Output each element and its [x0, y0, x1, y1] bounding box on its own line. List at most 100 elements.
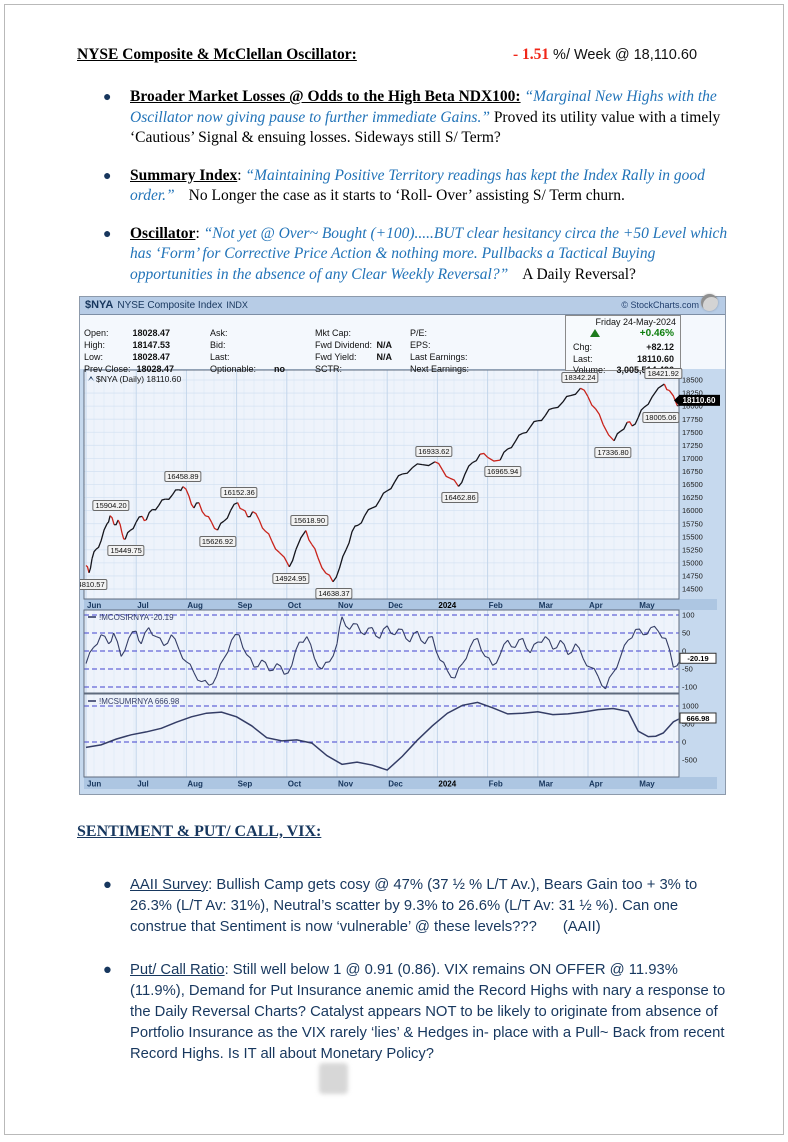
- svg-text:May: May: [639, 780, 655, 789]
- bullet-icon: ●: [103, 90, 112, 105]
- svg-text:15000: 15000: [682, 558, 703, 567]
- svg-text:Sep: Sep: [238, 601, 253, 610]
- stockcharts-credit: © StockCharts.com: [621, 300, 699, 310]
- bullet-oscillator: ● Oscillator: “Not yet @ Over~ Bought (+1…: [73, 224, 729, 286]
- svg-text:!MCSUMRNYA 666.98: !MCSUMRNYA 666.98: [99, 697, 180, 706]
- svg-text:-50: -50: [682, 665, 693, 674]
- price-annotation: 15626.92: [198, 536, 237, 548]
- svg-text:-100: -100: [682, 683, 697, 692]
- bullet-aaii-survey: ● AAII Survey: Bullish Camp gets cosy @ 4…: [73, 875, 733, 938]
- price-annotation: 16462.86: [441, 492, 479, 504]
- svg-text:18000: 18000: [682, 402, 703, 411]
- prev-close-label: Prev Close:: [84, 364, 131, 374]
- bullet-quote: “Maintaining Positive Territory readings…: [130, 166, 705, 205]
- bullet-put-call-ratio: ● Put/ Call Ratio: Still well below 1 @ 0…: [73, 960, 733, 1065]
- svg-text:0: 0: [682, 647, 686, 656]
- svg-text:16000: 16000: [682, 506, 703, 515]
- last-label: Last:: [573, 354, 593, 364]
- price-annotation: 15618.90: [290, 514, 329, 526]
- quote-summary-box: Friday 24-May-2024 +0.46% Chg: +82.12 La…: [565, 315, 681, 375]
- high-value: 18147.53: [132, 340, 170, 350]
- weekly-change-suffix: %/ Week @ 18,110.60: [553, 47, 698, 63]
- svg-text:Nov: Nov: [338, 780, 354, 789]
- next-earnings-label: Next Earnings:: [410, 364, 470, 374]
- svg-text:Sep: Sep: [238, 780, 253, 789]
- svg-text:-500: -500: [682, 756, 697, 765]
- up-triangle-icon: [590, 329, 600, 337]
- section-nyse-composite: NYSE Composite & McClellan Oscillator: -…: [73, 39, 729, 302]
- svg-text:Mar: Mar: [539, 780, 553, 789]
- svg-text:16750: 16750: [682, 467, 703, 476]
- document-page: NYSE Composite & McClellan Oscillator: -…: [4, 4, 784, 1135]
- bullet-quote: “Marginal New Highs with the Oscillator …: [130, 88, 717, 126]
- price-annotation: 16965.94: [484, 466, 522, 478]
- open-value: 18028.47: [132, 328, 170, 338]
- bullet-icon: ●: [103, 226, 112, 242]
- svg-text:Apr: Apr: [589, 601, 603, 610]
- svg-text:15250: 15250: [682, 545, 703, 554]
- bullet-quote: “Not yet @ Over~ Bought (+100).....BUT c…: [130, 224, 728, 283]
- chart-quote-panel: Open: 18028.47 High: 18147.53 Low: 18028…: [80, 315, 725, 375]
- bullet-lead: Put/ Call Ratio: [130, 962, 225, 978]
- svg-text:666.98: 666.98: [687, 714, 710, 723]
- bullet-broader-market: ● Broader Market Losses @ Odds to the Hig…: [73, 87, 729, 149]
- quote-date: Friday 24-May-2024: [595, 317, 676, 327]
- pct-change-value: +0.46%: [639, 328, 674, 339]
- last-earnings-label: Last Earnings:: [410, 352, 468, 362]
- bullet-icon: ●: [103, 877, 112, 893]
- svg-text:14500: 14500: [682, 585, 703, 594]
- svg-text:18250: 18250: [682, 389, 703, 398]
- price-annotation: 16458.89: [164, 470, 202, 482]
- svg-text:15500: 15500: [682, 532, 703, 541]
- high-label: High:: [84, 340, 106, 350]
- fwd-dividend-value: N/A: [376, 340, 393, 350]
- svg-text:17250: 17250: [682, 441, 703, 450]
- optionable-label: Optionable:: [210, 364, 257, 374]
- svg-text:2024: 2024: [438, 780, 456, 789]
- bullet-summary-index: ● Summary Index: “Maintaining Positive Te…: [73, 166, 729, 207]
- price-annotation: 14810.57: [80, 578, 108, 590]
- svg-text:!MCOSIRNYA -20.19: !MCOSIRNYA -20.19: [99, 613, 174, 622]
- low-label: Low:: [84, 352, 104, 362]
- fwd-yield-value: N/A: [376, 352, 393, 362]
- bullet-icon: ●: [103, 168, 112, 184]
- low-value: 18028.47: [132, 352, 170, 362]
- chart-index-name: NYSE Composite Index: [117, 300, 223, 311]
- last-q-label: Last:: [210, 352, 230, 362]
- bullet-sep: :: [195, 224, 204, 242]
- chg-label: Chg:: [573, 342, 593, 352]
- svg-text:17750: 17750: [682, 415, 703, 424]
- heading-sentiment: SENTIMENT & PUT/ CALL, VIX:: [77, 823, 322, 840]
- bullet-body: : Bullish Camp gets cosy @ 47% (37 ½ % L…: [130, 877, 698, 935]
- svg-text:16500: 16500: [682, 480, 703, 489]
- svg-text:Jun: Jun: [87, 601, 101, 610]
- heading-nyse-composite: NYSE Composite & McClellan Oscillator: -…: [77, 45, 729, 65]
- svg-text:Feb: Feb: [489, 780, 503, 789]
- svg-text:Jun: Jun: [87, 780, 101, 789]
- volume-value: 3,005,514,496: [616, 365, 674, 375]
- svg-text:Dec: Dec: [388, 601, 403, 610]
- chart-symbol: $NYA: [85, 299, 114, 311]
- svg-text:Aug: Aug: [187, 601, 203, 610]
- bullet-trail: (AAII): [562, 919, 601, 935]
- svg-text:Feb: Feb: [489, 601, 503, 610]
- svg-text:100: 100: [682, 611, 695, 620]
- price-annotation: 16933.62: [415, 445, 453, 457]
- svg-text:Mar: Mar: [539, 601, 553, 610]
- svg-text:16250: 16250: [682, 493, 703, 502]
- mktcap-label: Mkt Cap:: [315, 328, 352, 338]
- bullet-lead: Oscillator: [130, 224, 196, 242]
- chart-title-bar: $NYA NYSE Composite Index INDX © StockChar…: [80, 297, 725, 315]
- bullet-tail: No Longer the case as it starts to ‘Roll…: [188, 187, 625, 204]
- svg-text:Jul: Jul: [137, 601, 149, 610]
- bullet-icon: ●: [103, 962, 112, 978]
- bid-label: Bid:: [210, 340, 226, 350]
- price-annotation: 15904.20: [92, 499, 130, 511]
- svg-text:15750: 15750: [682, 519, 703, 528]
- svg-text:Oct: Oct: [288, 780, 302, 789]
- price-annotation: 14638.37: [315, 587, 353, 599]
- svg-text:-20.19: -20.19: [687, 654, 708, 663]
- open-label: Open:: [84, 328, 109, 338]
- svg-text:18500: 18500: [682, 376, 703, 385]
- svg-text:18110.60: 18110.60: [683, 396, 716, 405]
